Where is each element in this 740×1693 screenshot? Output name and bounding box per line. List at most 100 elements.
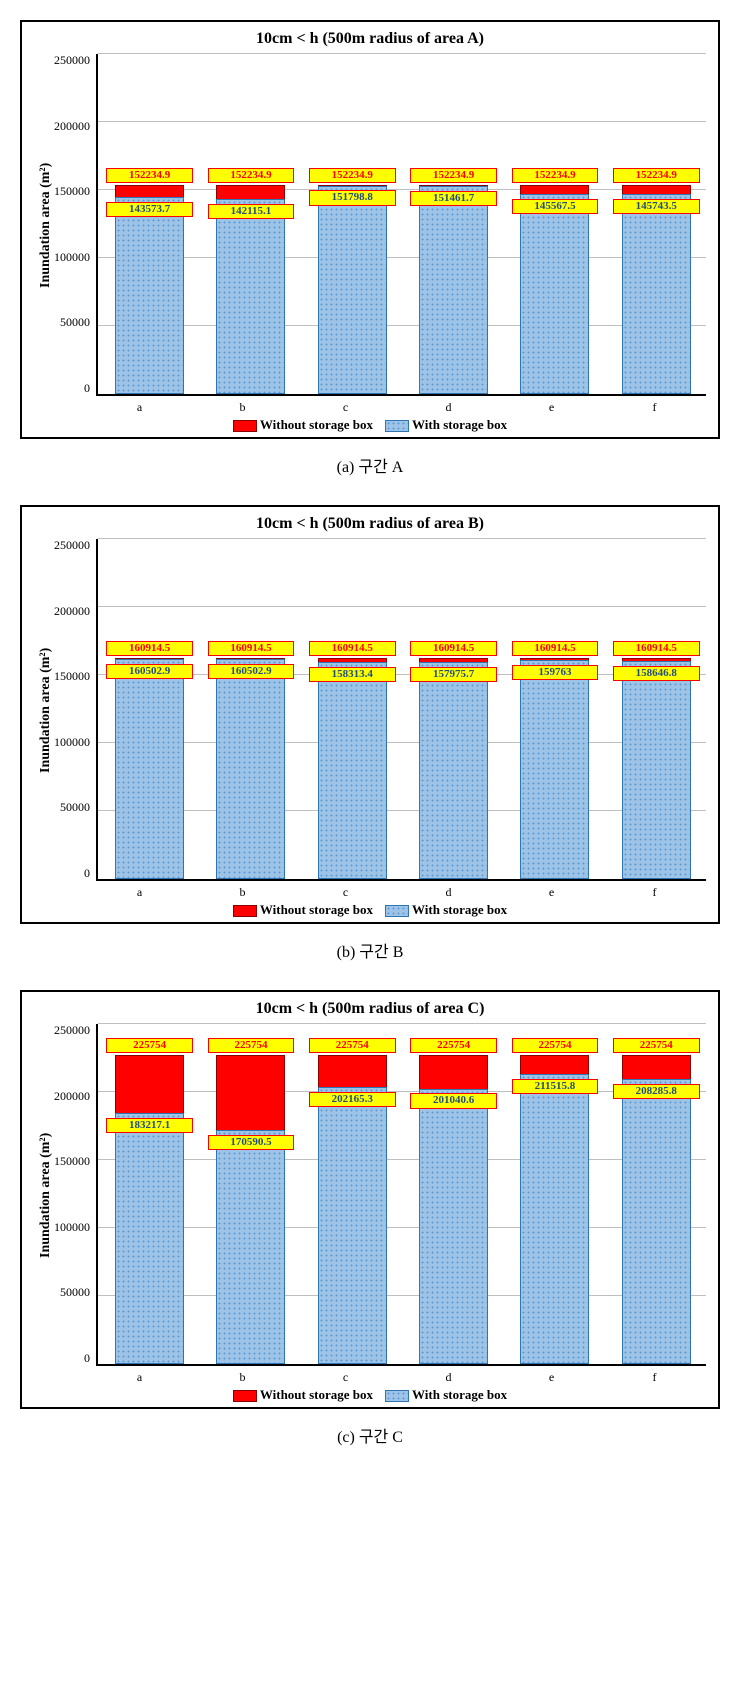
legend: Without storage box With storage box [34,1385,706,1403]
bar-with-storage [520,194,589,394]
bar-slot: 225754202165.3 [307,1024,395,1364]
bar-slot: 225754211515.8 [510,1024,598,1364]
x-tick: a [95,400,185,415]
bar-slot: 152234.9 151461.7 [409,54,497,394]
bar-slot: 152234.9145567.5 [510,54,598,394]
charts-container: 10cm < h (500m radius of area A)Inundati… [20,20,720,1447]
value-label-with: 151461.7 [410,191,497,206]
y-tick: 0 [84,1352,90,1364]
bar-with-storage [419,662,488,879]
bar-with-storage [318,1087,387,1364]
legend-label-with: With storage box [412,417,507,432]
x-tick: c [301,1370,391,1385]
legend-label-without: Without storage box [260,417,373,432]
legend-label-with: With storage box [412,902,507,917]
legend-label-without: Without storage box [260,1387,373,1402]
x-tick: e [507,400,597,415]
bar-slot: 152234.9 143573.7 [105,54,193,394]
bar-with-storage [115,197,184,394]
legend-swatch-with [385,905,409,917]
x-tick: d [404,1370,494,1385]
bar-with-storage [216,659,285,879]
value-label-without: 152234.9 [106,168,193,183]
chart-caption: (b) 구간 B [20,938,720,962]
y-tick: 50000 [60,801,90,813]
value-label-without: 225754 [106,1038,193,1053]
value-label-with: 151798.8 [309,190,396,205]
bar-slot: 160914.5 158646.8 [611,539,699,879]
bar-with-storage [520,660,589,879]
value-label-without: 225754 [309,1038,396,1053]
y-axis-label: Inundation area (m²) [34,539,54,881]
value-label-with: 160502.9 [106,664,193,679]
bar-with-storage [115,659,184,879]
chart-caption: (c) 구간 C [20,1423,720,1447]
bar-with-storage [419,1089,488,1364]
y-tick: 200000 [54,120,90,132]
y-tick: 250000 [54,54,90,66]
value-label-without: 160914.5 [613,641,700,656]
value-label-without: 225754 [410,1038,497,1053]
legend-swatch-without [233,420,257,432]
x-tick: d [404,885,494,900]
value-label-with: 145567.5 [512,199,599,214]
value-label-with: 159763 [512,665,599,680]
value-label-with: 201040.6 [410,1093,497,1108]
bar-slot: 160914.5 160502.9 [105,539,193,879]
bars-group: 152234.9143573.7152234.9142115.1152234.9… [98,54,706,394]
bar-with-storage [622,194,691,394]
legend: Without storage box With storage box [34,415,706,433]
bar-with-storage [622,661,691,879]
y-tick: 150000 [54,185,90,197]
bar-with-storage [216,199,285,394]
chart-title: 10cm < h (500m radius of area B) [34,515,706,533]
x-tick: c [301,885,391,900]
y-tick: 200000 [54,605,90,617]
bar-slot: 152234.9151798.8 [307,54,395,394]
y-axis-label: Inundation area (m²) [34,1024,54,1366]
x-tick: b [198,400,288,415]
bar-slot: 225754208285.8 [611,1024,699,1364]
legend-swatch-without [233,905,257,917]
y-tick: 0 [84,867,90,879]
x-tick: c [301,400,391,415]
x-tick: a [95,885,185,900]
value-label-with: 143573.7 [106,202,193,217]
x-tick: b [198,885,288,900]
y-tick: 150000 [54,1155,90,1167]
plot-region: Inundation area (m²)25000020000015000010… [34,54,706,396]
value-label-without: 160914.5 [410,641,497,656]
bar-slot: 152234.9145743.5 [611,54,699,394]
plot-area: 225754183217.1225754170590.5225754202165… [96,1024,706,1366]
value-label-with: 183217.1 [106,1118,193,1133]
chart-panel-A: 10cm < h (500m radius of area A)Inundati… [20,20,720,439]
bar-with-storage [318,186,387,394]
x-axis: abcdef [88,881,706,900]
value-label-without: 160914.5 [512,641,599,656]
bar-with-storage [115,1113,184,1364]
value-label-without: 225754 [512,1038,599,1053]
value-label-with: 208285.8 [613,1084,700,1099]
bar-slot: 152234.9142115.1 [206,54,294,394]
y-tick: 100000 [54,736,90,748]
y-tick: 100000 [54,1221,90,1233]
bars-group: 225754183217.1225754170590.5225754202165… [98,1024,706,1364]
value-label-without: 152234.9 [410,168,497,183]
value-label-with: 158313.4 [309,667,396,682]
value-label-without: 160914.5 [309,641,396,656]
chart-caption: (a) 구간 A [20,453,720,477]
value-label-without: 225754 [208,1038,295,1053]
legend-label-with: With storage box [412,1387,507,1402]
bar-slot: 225754 201040.6 [409,1024,497,1364]
x-tick: e [507,1370,597,1385]
bars-group: 160914.5160502.9160914.5160502.9160914.5… [98,539,706,879]
bar-slot: 160914.5160502.9 [206,539,294,879]
legend-swatch-without [233,1390,257,1402]
y-tick: 0 [84,382,90,394]
value-label-with: 158646.8 [613,666,700,681]
bar-with-storage [216,1130,285,1364]
y-tick: 150000 [54,670,90,682]
value-label-without: 160914.5 [106,641,193,656]
chart-panel-B: 10cm < h (500m radius of area B) Inundati… [20,505,720,924]
y-tick: 200000 [54,1090,90,1102]
